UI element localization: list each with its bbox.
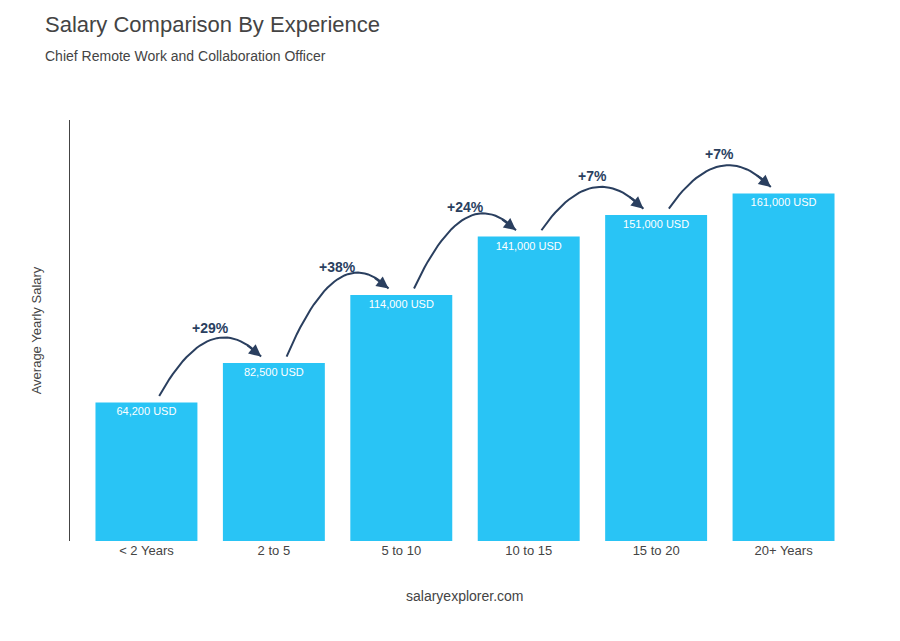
svg-text:10 to 15: 10 to 15 <box>505 543 552 558</box>
svg-text:2 to 5: 2 to 5 <box>258 543 291 558</box>
svg-text:Average Yearly Salary: Average Yearly Salary <box>29 266 44 394</box>
svg-text:5 to 10: 5 to 10 <box>381 543 421 558</box>
svg-text:15 to 20: 15 to 20 <box>633 543 680 558</box>
svg-text:64,200 USD: 64,200 USD <box>116 405 176 417</box>
svg-text:+29%: +29% <box>192 320 229 336</box>
svg-text:salaryexplorer.com: salaryexplorer.com <box>406 588 524 604</box>
svg-text:114,000 USD: 114,000 USD <box>369 298 434 310</box>
svg-text:+38%: +38% <box>319 259 356 275</box>
svg-text:151,000 USD: 151,000 USD <box>623 218 689 230</box>
svg-text:< 2 Years: < 2 Years <box>119 543 174 558</box>
svg-text:+7%: +7% <box>578 168 607 184</box>
svg-text:161,000 USD: 161,000 USD <box>751 196 817 208</box>
svg-text:Salary Comparison By Experienc: Salary Comparison By ExperienceChief Rem… <box>45 12 380 64</box>
svg-text:141,000 USD: 141,000 USD <box>496 240 562 252</box>
svg-text:+24%: +24% <box>447 199 484 215</box>
svg-text:+7%: +7% <box>705 146 734 162</box>
svg-text:82,500 USD: 82,500 USD <box>244 366 304 378</box>
svg-text:20+ Years: 20+ Years <box>754 543 813 558</box>
